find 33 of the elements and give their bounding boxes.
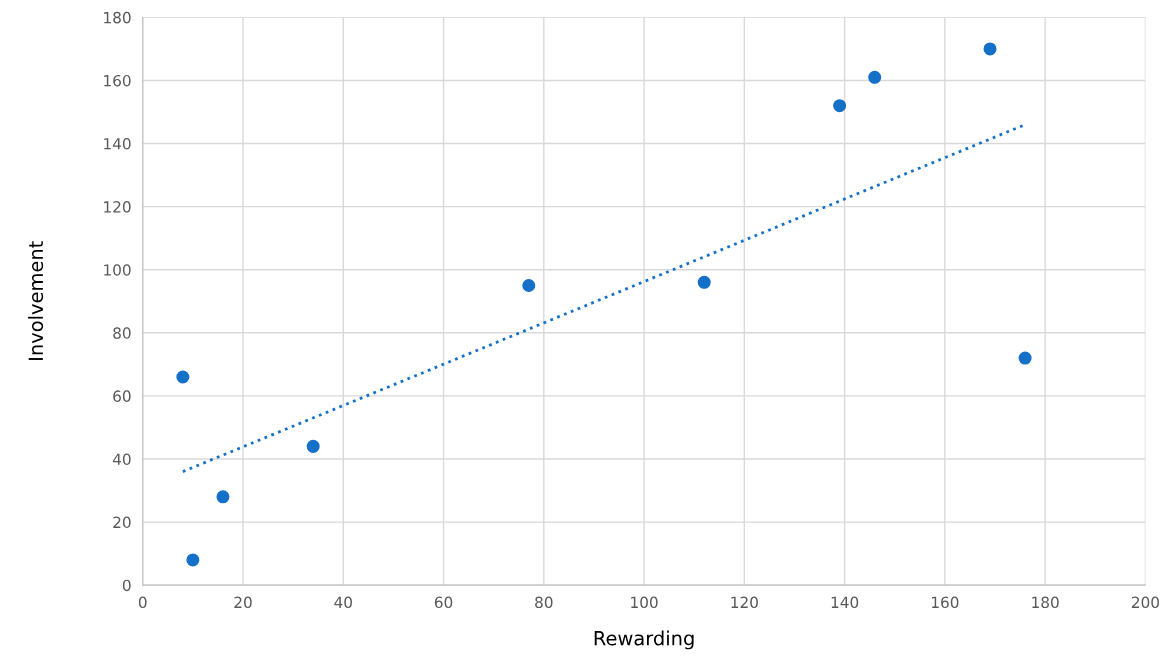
point [697,275,711,289]
y-axis-title: Involvement [28,241,44,360]
y-tick-label: 40 [112,453,131,466]
point [522,278,536,293]
y-tick-label: 160 [104,74,131,87]
x-tick-label: 0 [138,596,147,609]
x-tick-label: 200 [1131,596,1159,609]
point [216,490,230,504]
y-tick-label: 20 [113,516,131,529]
point [868,70,882,84]
x-tick-label: 100 [631,596,658,609]
y-tick-label: 60 [113,390,131,402]
point [176,370,190,384]
x-tick-label: 40 [334,596,352,609]
x-axis-title: Rewarding [594,630,694,650]
y-tick-label: 180 [104,11,131,24]
x-tick-label: 140 [831,596,859,609]
y-tick-label: 120 [104,201,131,213]
point [186,553,200,567]
x-tick-label: 120 [731,596,758,609]
y-tick-label: 140 [104,138,131,150]
y-tick-label: 80 [113,327,131,339]
x-tick-label: 80 [535,596,553,609]
x-tick-label: 160 [931,596,959,609]
x-tick-label: 180 [1032,596,1059,609]
x-tick-label: 20 [234,596,252,609]
point [833,99,847,113]
y-tick-label: 100 [104,264,131,276]
point [1018,351,1032,365]
x-tick-label: 60 [434,596,453,609]
point [306,439,320,453]
point [983,42,997,56]
y-tick-label: 0 [122,579,131,592]
